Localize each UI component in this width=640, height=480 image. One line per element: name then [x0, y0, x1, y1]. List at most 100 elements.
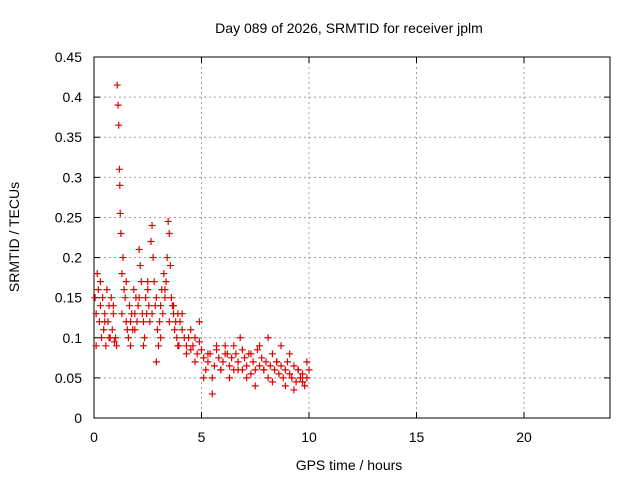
data-point: [113, 342, 121, 350]
data-point: [264, 374, 272, 382]
data-point: [288, 374, 296, 382]
data-point: [137, 278, 145, 286]
data-point: [130, 286, 138, 294]
data-point: [118, 310, 126, 318]
data-point: [152, 358, 160, 366]
data-point: [268, 350, 276, 358]
data-point: [148, 310, 156, 318]
data-point: [135, 294, 143, 302]
data-point: [161, 294, 169, 302]
data-point: [148, 221, 156, 229]
data-point: [163, 254, 171, 262]
data-point: [305, 366, 313, 374]
data-point: [271, 366, 279, 374]
y-tick-label: 0.2: [63, 250, 83, 266]
data-point: [93, 270, 101, 278]
data-point: [127, 318, 135, 326]
data-point: [253, 346, 261, 354]
data-point: [144, 286, 152, 294]
data-point: [193, 350, 201, 358]
data-point: [303, 358, 311, 366]
data-point: [91, 294, 99, 302]
chart-title: Day 089 of 2026, SRMTID for receiver jpl…: [215, 20, 483, 36]
y-tick-label: 0.35: [55, 129, 82, 145]
data-point: [125, 302, 133, 310]
data-point: [198, 346, 205, 354]
data-point: [256, 342, 264, 350]
data-point: [191, 334, 199, 342]
data-point: [162, 278, 170, 286]
data-point: [115, 165, 123, 173]
data-point: [290, 386, 298, 394]
data-point: [221, 350, 229, 358]
data-point: [117, 229, 125, 237]
data-point: [99, 294, 107, 302]
data-point: [141, 334, 149, 342]
data-point: [225, 362, 233, 370]
data-point: [170, 302, 178, 310]
data-point: [150, 278, 158, 286]
data-point: [208, 374, 216, 382]
data-point: [219, 358, 227, 366]
data-point: [277, 342, 285, 350]
data-point: [173, 334, 181, 342]
data-point: [284, 358, 291, 366]
data-point: [200, 374, 208, 382]
grid: [94, 57, 610, 418]
data-point: [174, 342, 182, 350]
data-point: [114, 101, 122, 109]
data-point: [107, 294, 115, 302]
data-point: [182, 350, 190, 358]
data-point: [157, 302, 165, 310]
data-point: [110, 338, 118, 346]
data-point: [178, 310, 186, 318]
data-point: [147, 238, 155, 246]
data-point: [144, 278, 152, 286]
data-points: [91, 81, 313, 398]
y-axis-label: SRMTID / TECUs: [6, 182, 22, 292]
x-axis-label: GPS time / hours: [296, 457, 403, 473]
x-axis: 0 5 10 15 20: [90, 57, 532, 445]
data-point: [131, 310, 139, 318]
data-point: [116, 181, 124, 189]
data-point: [155, 342, 162, 350]
data-point: [167, 294, 175, 302]
data-point: [260, 366, 268, 374]
data-point: [156, 318, 164, 326]
data-point: [153, 326, 161, 334]
x-tick-label: 15: [409, 429, 425, 445]
plot-frame: [93, 56, 611, 419]
data-point: [142, 294, 150, 302]
data-point: [157, 334, 165, 342]
data-point: [195, 338, 203, 346]
data-point: [105, 334, 113, 342]
data-point: [264, 334, 272, 342]
y-tick-label: 0.45: [55, 49, 82, 65]
data-point: [178, 326, 186, 334]
data-point: [189, 342, 197, 350]
data-point: [161, 286, 169, 294]
data-point: [204, 358, 212, 366]
data-point: [277, 362, 285, 370]
data-point: [286, 370, 294, 378]
data-point: [234, 366, 242, 374]
data-point: [101, 310, 109, 318]
data-point: [102, 342, 110, 350]
data-point: [136, 262, 144, 270]
data-point: [204, 350, 212, 358]
data-point: [200, 354, 208, 362]
data-point: [131, 326, 139, 334]
data-point: [116, 209, 124, 217]
data-point: [96, 278, 104, 286]
data-point: [275, 370, 283, 378]
data-point: [236, 334, 244, 342]
data-point: [247, 350, 255, 358]
data-point: [159, 310, 167, 318]
y-tick-label: 0.3: [63, 169, 83, 185]
data-point: [113, 81, 121, 89]
data-point: [176, 318, 184, 326]
data-point: [118, 270, 126, 278]
data-point: [225, 374, 233, 382]
data-point: [165, 318, 173, 326]
series-srmtid-spread: [92, 278, 311, 398]
